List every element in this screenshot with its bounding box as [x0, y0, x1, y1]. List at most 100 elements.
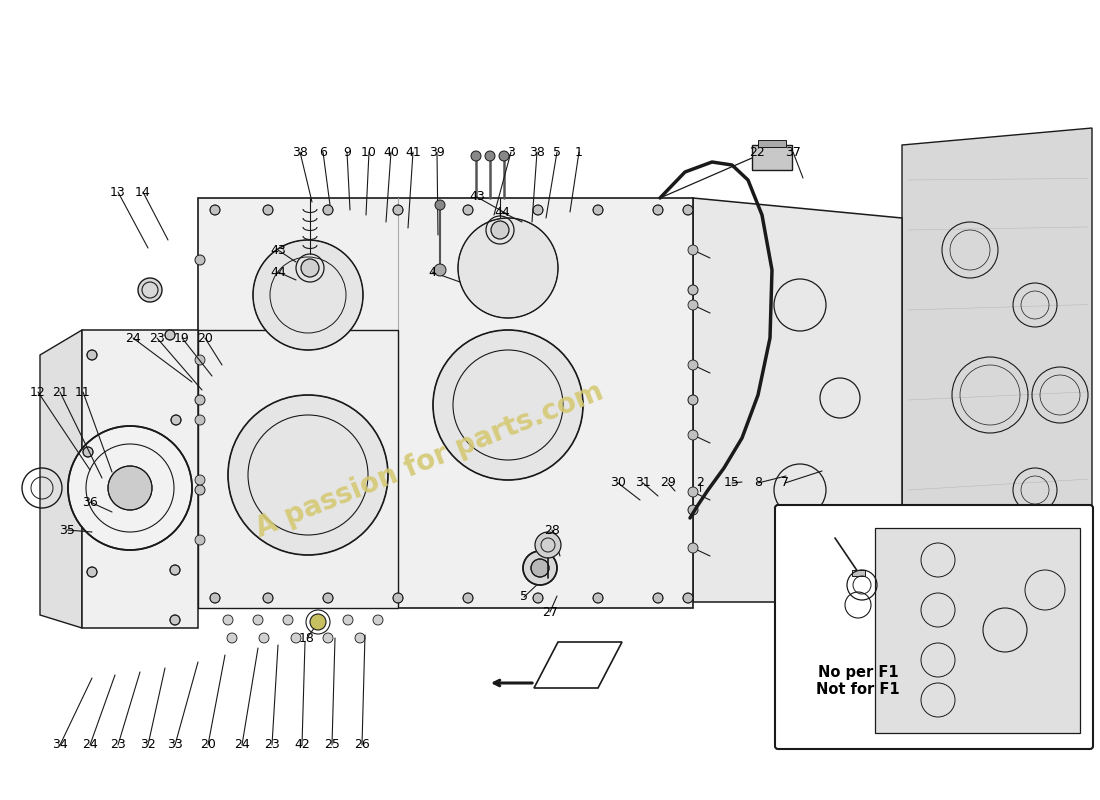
Circle shape	[314, 615, 323, 625]
Circle shape	[434, 264, 446, 276]
FancyBboxPatch shape	[752, 145, 792, 170]
Circle shape	[463, 205, 473, 215]
Circle shape	[688, 487, 698, 497]
Text: 15: 15	[724, 477, 740, 490]
Text: 23: 23	[264, 738, 279, 751]
Text: 4: 4	[428, 266, 436, 278]
Circle shape	[393, 593, 403, 603]
Circle shape	[534, 593, 543, 603]
Text: 13: 13	[110, 186, 125, 198]
Circle shape	[683, 205, 693, 215]
Text: 16: 16	[800, 642, 816, 654]
FancyBboxPatch shape	[198, 330, 398, 608]
Circle shape	[253, 240, 363, 350]
Text: 27: 27	[542, 606, 558, 618]
Circle shape	[195, 485, 205, 495]
Text: 40: 40	[383, 146, 399, 158]
Circle shape	[210, 593, 220, 603]
FancyBboxPatch shape	[198, 198, 693, 608]
Circle shape	[688, 505, 698, 515]
Text: 30: 30	[610, 477, 626, 490]
Circle shape	[165, 330, 175, 340]
Circle shape	[323, 593, 333, 603]
Circle shape	[471, 151, 481, 161]
Text: 32: 32	[140, 738, 156, 751]
Circle shape	[170, 415, 182, 425]
Circle shape	[688, 543, 698, 553]
Text: 40: 40	[825, 514, 840, 526]
Circle shape	[458, 218, 558, 318]
Text: 24: 24	[82, 738, 98, 751]
Circle shape	[688, 285, 698, 295]
Circle shape	[491, 221, 509, 239]
Text: 25: 25	[324, 738, 340, 751]
Text: 12: 12	[30, 386, 46, 398]
Text: 38: 38	[293, 146, 308, 158]
Circle shape	[434, 200, 446, 210]
Text: 6: 6	[319, 146, 327, 158]
Text: 28: 28	[544, 523, 560, 537]
Circle shape	[195, 535, 205, 545]
Circle shape	[683, 593, 693, 603]
Circle shape	[195, 395, 205, 405]
Text: 2: 2	[696, 477, 704, 490]
Text: 42: 42	[294, 738, 310, 751]
Text: 24: 24	[125, 331, 141, 345]
Circle shape	[499, 151, 509, 161]
Circle shape	[87, 567, 97, 577]
Text: 36: 36	[82, 495, 98, 509]
Circle shape	[228, 395, 388, 555]
Circle shape	[373, 615, 383, 625]
Circle shape	[227, 633, 236, 643]
Text: 26: 26	[354, 738, 370, 751]
Circle shape	[82, 447, 94, 457]
Circle shape	[263, 205, 273, 215]
Text: 31: 31	[635, 477, 651, 490]
Circle shape	[292, 633, 301, 643]
Circle shape	[310, 614, 326, 630]
Text: 11: 11	[75, 386, 91, 398]
Circle shape	[195, 415, 205, 425]
Text: 23: 23	[150, 331, 165, 345]
Circle shape	[653, 593, 663, 603]
Text: 22: 22	[749, 146, 764, 158]
Text: 33: 33	[167, 738, 183, 751]
FancyBboxPatch shape	[874, 528, 1080, 733]
Circle shape	[210, 205, 220, 215]
Circle shape	[653, 205, 663, 215]
Circle shape	[433, 330, 583, 480]
Circle shape	[195, 475, 205, 485]
Text: 43: 43	[271, 243, 286, 257]
Circle shape	[531, 559, 549, 577]
Text: 29: 29	[660, 477, 675, 490]
Text: 37: 37	[785, 146, 801, 158]
Circle shape	[535, 532, 561, 558]
Circle shape	[108, 466, 152, 510]
Circle shape	[258, 633, 270, 643]
Circle shape	[195, 355, 205, 365]
Text: 44: 44	[271, 266, 286, 278]
Text: 39: 39	[429, 146, 444, 158]
Text: 5: 5	[553, 146, 561, 158]
Text: Not for F1: Not for F1	[816, 682, 900, 698]
Circle shape	[170, 615, 180, 625]
Circle shape	[301, 259, 319, 277]
Circle shape	[355, 633, 365, 643]
Polygon shape	[693, 198, 902, 602]
Circle shape	[522, 551, 557, 585]
Circle shape	[534, 205, 543, 215]
Circle shape	[138, 278, 162, 302]
Text: 3: 3	[507, 146, 515, 158]
FancyBboxPatch shape	[852, 570, 865, 576]
Text: 24: 24	[234, 738, 250, 751]
Circle shape	[463, 593, 473, 603]
Text: 14: 14	[135, 186, 151, 198]
Text: 23: 23	[110, 738, 125, 751]
Text: 41: 41	[852, 514, 868, 526]
Text: 18: 18	[299, 631, 315, 645]
Circle shape	[485, 151, 495, 161]
Circle shape	[593, 593, 603, 603]
Text: No per F1: No per F1	[817, 665, 899, 679]
Text: 21: 21	[52, 386, 68, 398]
Circle shape	[393, 205, 403, 215]
